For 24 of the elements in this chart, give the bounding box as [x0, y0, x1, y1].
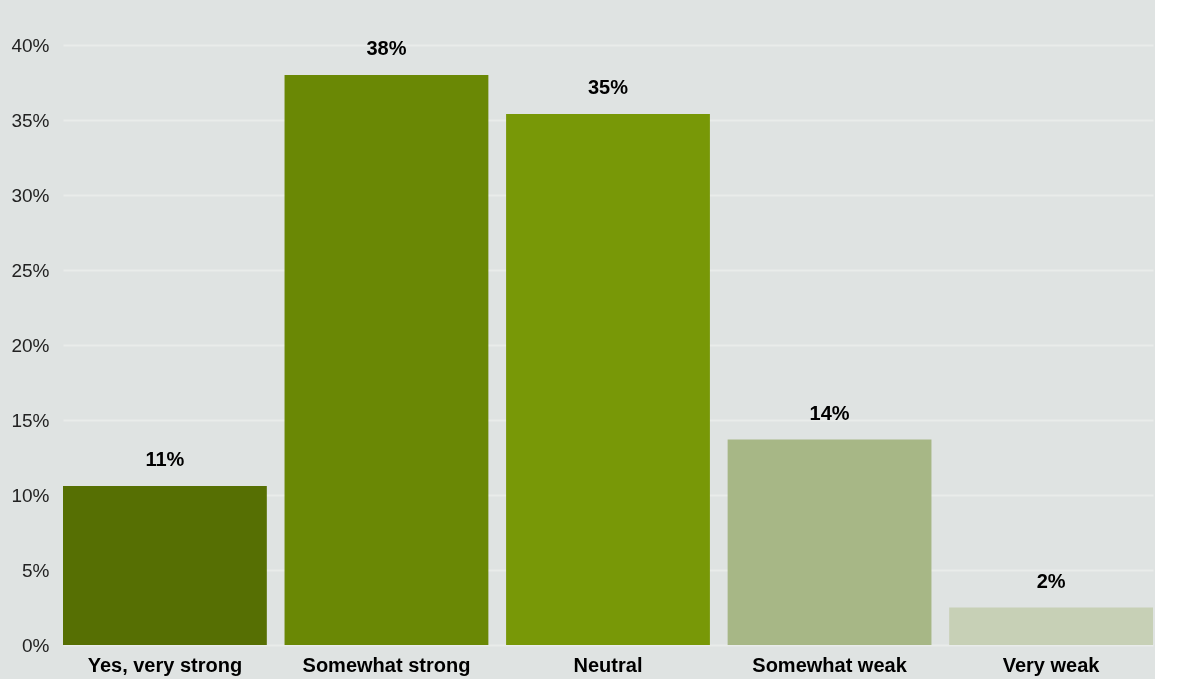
y-tick-label: 10% [11, 484, 50, 506]
bar [63, 486, 267, 645]
y-tick-label: 15% [11, 409, 50, 431]
data-label: 11% [145, 448, 185, 470]
y-tick-label: 5% [22, 559, 50, 581]
data-label: 2% [1036, 569, 1066, 592]
data-label: 38% [366, 37, 407, 59]
bar [727, 439, 932, 645]
x-tick-label: Somewhat weak [752, 653, 908, 676]
y-tick-label: 40% [11, 34, 50, 56]
x-tick-label: Very weak [1002, 653, 1101, 676]
data-label: 35% [587, 76, 629, 98]
y-tick-label: 0% [22, 634, 50, 656]
y-tick-label: 35% [11, 109, 50, 131]
y-tick-label: 30% [11, 184, 50, 206]
data-label: 14% [809, 401, 850, 424]
bar [284, 75, 489, 645]
bar [506, 114, 710, 645]
x-tick-label: Yes, very strong [87, 653, 243, 676]
y-tick-label: 25% [11, 259, 50, 281]
x-tick-label: Neutral [573, 653, 643, 676]
bar [949, 607, 1153, 645]
y-tick-label: 20% [11, 334, 50, 356]
x-tick-label: Somewhat strong [302, 653, 471, 676]
